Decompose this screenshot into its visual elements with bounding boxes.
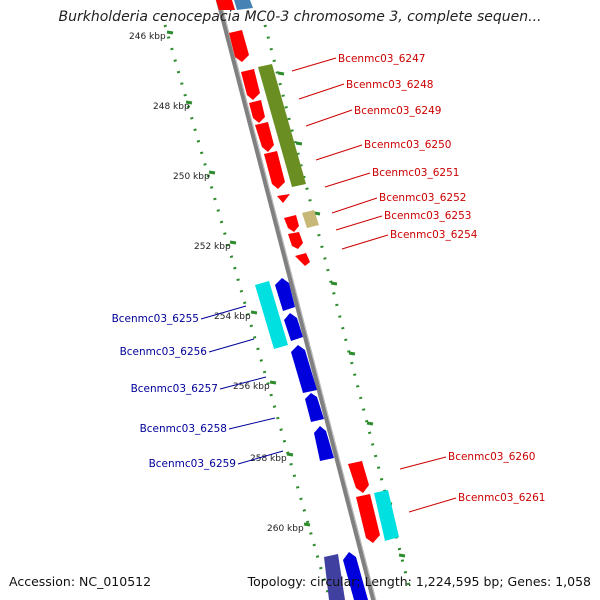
reverse-gene-labels: Bcenmc03_6255 Bcenmc03_6256 Bcenmc03_625… — [112, 313, 236, 470]
tick-mark — [269, 380, 277, 385]
leader-6251 — [324, 172, 371, 188]
forward-gene-labels: Bcenmc03_6247 Bcenmc03_6248 Bcenmc03_624… — [338, 53, 545, 504]
gene-label-6260[interactable]: Bcenmc03_6260 — [448, 451, 535, 463]
reverse-genes — [255, 278, 368, 600]
map-title: Burkholderia cenocepacia MC0-3 chromosom… — [58, 9, 542, 25]
gene-olive-6248 — [258, 64, 306, 187]
gene-top-steel — [234, 0, 253, 10]
gene-label-6252[interactable]: Bcenmc03_6252 — [379, 192, 466, 204]
leader-6256 — [208, 338, 255, 353]
gene-khaki-6252 — [302, 210, 319, 228]
tick-label-250: 250 kbp — [173, 172, 210, 182]
tick-mark — [250, 310, 258, 315]
tick-mark — [366, 421, 374, 426]
gene-label-6251[interactable]: Bcenmc03_6251 — [372, 167, 459, 179]
tick-mark — [208, 170, 216, 175]
gene-red-b — [241, 69, 260, 100]
gene-label-6253[interactable]: Bcenmc03_6253 — [384, 210, 471, 222]
gene-red-f — [284, 215, 299, 232]
gene-label-6258[interactable]: Bcenmc03_6258 — [140, 423, 227, 435]
tick-label-256: 256 kbp — [233, 382, 270, 392]
tick-label-258: 258 kbp — [250, 454, 287, 464]
gene-blue-d — [305, 393, 324, 422]
gene-red-6260 — [348, 461, 369, 493]
tick-mark — [303, 522, 311, 527]
tick-label-246: 246 kbp — [129, 32, 166, 42]
gene-red-c — [249, 100, 265, 123]
leader-6247 — [291, 57, 337, 72]
gene-red-d — [255, 122, 274, 152]
gene-label-6247[interactable]: Bcenmc03_6247 — [338, 53, 425, 65]
leader-6252 — [331, 197, 378, 214]
chromosome-backbone — [215, 0, 377, 600]
leader-6260 — [399, 456, 447, 470]
gene-label-6254[interactable]: Bcenmc03_6254 — [390, 229, 478, 241]
tick-label-260: 260 kbp — [267, 524, 304, 534]
tick-label-248: 248 kbp — [153, 102, 190, 112]
gene-label-6256[interactable]: Bcenmc03_6256 — [120, 346, 208, 358]
gene-label-6261[interactable]: Bcenmc03_6261 — [458, 492, 545, 504]
gene-red-g — [288, 232, 303, 249]
leader-6255 — [200, 305, 247, 320]
tick-mark — [286, 452, 294, 457]
gene-label-6250[interactable]: Bcenmc03_6250 — [364, 139, 451, 151]
leader-6248 — [298, 83, 345, 100]
outer-dotted-circle — [263, 24, 412, 591]
tick-mark — [330, 281, 338, 286]
leader-6258 — [228, 417, 276, 430]
gene-red-e — [264, 151, 285, 189]
gene-blue-b — [284, 313, 303, 341]
gene-label-6259[interactable]: Bcenmc03_6259 — [149, 458, 236, 470]
gene-cyan-6255 — [255, 281, 288, 349]
leader-6254 — [341, 234, 389, 250]
gene-slate — [324, 554, 345, 600]
tick-mark — [295, 141, 303, 146]
gene-red-h — [295, 253, 310, 266]
gene-red-small — [277, 194, 290, 203]
gene-label-6249[interactable]: Bcenmc03_6249 — [354, 105, 441, 117]
tick-mark — [348, 351, 356, 356]
gene-top-red — [216, 0, 235, 10]
gene-label-6255[interactable]: Bcenmc03_6255 — [112, 313, 199, 325]
label-leaders — [200, 57, 457, 513]
tick-label-254: 254 kbp — [214, 312, 251, 322]
tick-mark — [229, 240, 237, 245]
topology-label: Topology: circular; Length: 1,224,595 bp… — [247, 574, 591, 589]
leader-6257 — [219, 376, 267, 390]
gene-label-6248[interactable]: Bcenmc03_6248 — [346, 79, 433, 91]
forward-genes — [216, 0, 399, 543]
tick-mark — [398, 553, 406, 558]
gene-blue-a — [275, 278, 295, 311]
leader-6249 — [305, 109, 353, 127]
gene-blue-e — [314, 426, 334, 461]
tick-mark — [166, 30, 174, 35]
tick-label-252: 252 kbp — [194, 242, 231, 252]
leader-6261 — [408, 497, 457, 513]
tick-mark — [277, 71, 285, 76]
chromosome-backbone-highlight — [219, 0, 377, 600]
gene-cyan-6261 — [374, 490, 399, 541]
leader-6253 — [335, 215, 383, 231]
gene-label-6257[interactable]: Bcenmc03_6257 — [131, 383, 218, 395]
leader-6259 — [237, 450, 284, 465]
tick-mark — [185, 100, 193, 105]
gene-blue-c — [291, 345, 317, 393]
accession-label: Accession: NC_010512 — [9, 574, 152, 589]
leader-6250 — [315, 144, 363, 161]
gene-red-6261 — [356, 494, 380, 543]
gene-blue-f — [343, 552, 368, 600]
gene-red-a — [229, 30, 249, 62]
